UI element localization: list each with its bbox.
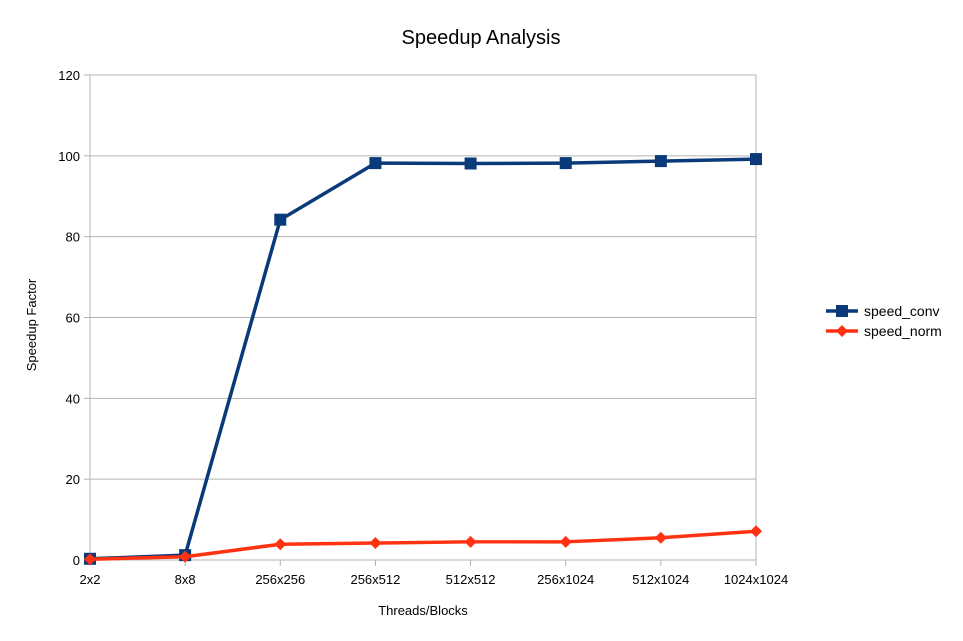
x-tick-label: 256x1024 [537,572,594,587]
legend-marker [836,325,848,337]
series-speed_norm [84,525,762,566]
x-tick-label: 1024x1024 [724,572,788,587]
legend: speed_conv speed_norm [826,303,942,339]
data-point [750,153,762,166]
data-point [464,157,477,170]
x-tick-label: 8x8 [175,572,196,587]
data-point [369,157,382,170]
data-point [559,535,572,548]
y-tick-label: 60 [66,311,80,326]
x-axis-label: Threads/Blocks [378,603,468,618]
legend-item: speed_conv [826,303,940,319]
data-point [750,525,762,538]
data-point [84,553,96,566]
chart-title: Speedup Analysis [401,27,560,49]
x-tick-label: 512x1024 [632,572,689,587]
series-line [89,157,757,561]
y-tick-label: 40 [66,391,80,406]
data-point [654,531,667,544]
x-tick-label: 256x256 [255,572,305,587]
data-point [274,213,287,226]
data-point [274,538,287,551]
series-speed_conv [84,153,762,565]
legend-label: speed_conv [864,303,940,319]
gridlines [90,74,756,561]
data-point [654,155,667,168]
y-tick-label: 0 [73,553,80,568]
series-lines [84,153,762,566]
y-tick-label: 100 [58,149,80,164]
legend-label: speed_norm [864,323,942,339]
data-point [464,535,477,548]
y-tick-label: 20 [66,472,80,487]
data-point [559,157,572,170]
legend-item: speed_norm [826,323,942,339]
x-tick-label: 256x512 [350,572,400,587]
y-tick-label: 80 [66,230,80,245]
x-tick-label: 512x512 [446,572,496,587]
axes [84,74,757,566]
x-tick-label: 2x2 [80,572,101,587]
data-point [369,537,382,550]
tick-labels: 0 20 40 60 80 100 120 2x2 8x8 256x256 256x512 512x5… [58,68,788,587]
data-point [179,550,192,563]
y-tick-label: 120 [58,68,80,83]
y-axis-label: Speedup Factor [24,278,39,371]
legend-marker [836,305,848,317]
series-line [89,529,757,561]
